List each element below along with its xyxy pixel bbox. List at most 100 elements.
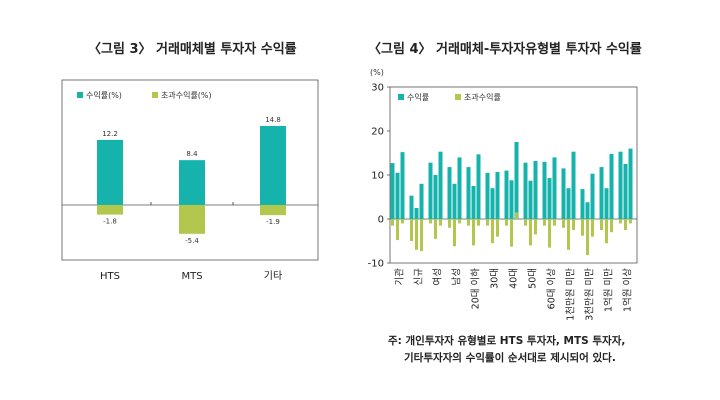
chart4-bar-return [433,175,438,219]
chart3-bar-excess [260,205,286,216]
chart4-bar-return [566,188,571,219]
chart4-title: 〈그림 4〉 거래매체-투자자유형별 투자자 수익률 [368,42,642,57]
chart4-bar-return [623,164,628,219]
chart4-bar-return [533,160,538,219]
chart4-bar-excess [567,219,570,250]
chart4-bar-excess [467,219,470,226]
chart4-bar-return [476,154,481,219]
chart4-bar-return [414,208,419,219]
chart4-bar-excess [562,219,565,228]
chart4-y-tick-label: 10 [371,171,384,182]
chart4-bar-excess [420,219,423,252]
chart4-bar-excess [572,219,575,230]
chart4-bar-excess [524,219,527,226]
chart4-bar-excess [410,219,413,241]
chart4-bar-excess [486,219,489,226]
chart4-bar-return [618,151,623,219]
chart4-category-label: 기관 [395,268,406,286]
chart3-legend-swatch-0 [77,92,83,98]
chart4-bar-excess [496,219,499,237]
chart4-bar-return [514,142,519,219]
chart4-bar-return [395,172,400,219]
chart4-bar-return [547,178,552,219]
chart4-bar-return [585,202,590,219]
chart4-bar-excess [586,219,589,256]
chart4-bar-excess [434,219,437,239]
chart4-bar-return [457,157,462,219]
chart4-bar-excess [553,219,556,226]
chart4-footnote-line1: 주: 개인투자자 유형별로 HTS 투자자, MTS 투자자, [388,335,626,347]
chart4-bar-excess [515,212,518,219]
chart4-bar-excess [448,219,451,228]
chart4-y-tick-label: 0 [378,215,384,226]
chart4-bar-excess [415,219,418,250]
chart4-bar-excess [619,219,622,224]
chart4-bar-return [590,173,595,219]
chart3-value-label: 12.2 [102,130,118,138]
chart4-bar-excess [391,219,394,226]
chart4-category-label: 신규 [414,268,425,286]
chart4-bar-return [438,151,443,219]
chart4-bar-excess [624,219,627,230]
chart4-bar-excess [477,219,480,226]
chart4-bar-return [490,188,495,219]
chart4-bar-excess [491,219,494,244]
chart4-category-label: 50대 [528,268,539,289]
chart3-frame [61,79,319,261]
chart4-bar-return [504,170,509,219]
chart4-category-label: 60대 이상 [547,268,558,310]
chart3-value-label: -5.4 [185,237,199,245]
chart3-value-label: 8.4 [186,150,198,158]
chart3-value-label: 14.8 [265,116,281,124]
chart4-bar-return [609,153,614,219]
chart4-bar-excess [543,219,546,226]
chart4-footnote-line2: 기타투자자의 수익률이 순서대로 제시되어 있다. [404,352,616,364]
chart4-category-label: 1억원 이상 [622,268,634,312]
chart4-bar-return [604,188,609,219]
chart4-bar-return [552,157,557,219]
chart4-bar-return [580,189,585,219]
chart4-bar-return [447,167,452,219]
chart4-bar-excess [600,219,603,230]
chart4-bar-return [452,183,457,219]
chart4-category-label: 3천만원 미만 [585,268,596,321]
chart4-bar-excess [453,219,456,247]
chart4-bar-return [542,161,547,219]
chart4-bar-excess [505,219,508,226]
chart3-bar-excess [97,205,123,215]
chart4-bar-return [390,163,395,219]
chart4-bar-excess [591,219,594,237]
chart4-legend-label-1: 초과수익률 [464,92,501,102]
chart4-bar-excess [534,219,537,235]
chart4-category-label: 1억원 미만 [603,268,615,312]
chart4-legend-label-0: 수익률 [407,92,429,102]
chart3-bar-return [179,160,205,205]
chart4-legend-swatch-0 [398,94,404,100]
chart4-bar-return [471,186,476,219]
chart4-y-tick-label: 30 [371,83,384,94]
chart4-bar-return [485,172,490,219]
chart3-legend-swatch-1 [152,92,158,98]
chart4-bar-excess [548,219,551,248]
chart4-bar-return [400,152,405,219]
chart4-bar-excess [396,219,399,241]
chart4-category-label: 1천만원 미만 [566,268,577,321]
chart3-category-label: 기타 [264,270,282,282]
chart3-legend-label-1: 초과수익률(%) [161,90,212,100]
chart4-bar-excess [401,219,404,224]
chart4-bar-return [428,162,433,219]
chart4-bar-excess [429,219,432,224]
chart4-bar-excess [605,219,608,244]
chart4-bar-return [419,183,424,219]
chart4-category-label: 남성 [452,268,463,285]
chart4-bar-excess [610,219,613,233]
chart3-bar-excess [179,205,205,234]
chart4-bar-return [509,180,514,219]
chart4-bar-return [561,168,566,219]
chart4-bar-excess [529,219,532,246]
chart4-category-label: 40대 [509,268,520,289]
chart4-bar-excess [439,219,442,226]
chart4-y-tick-label: -10 [368,259,384,270]
